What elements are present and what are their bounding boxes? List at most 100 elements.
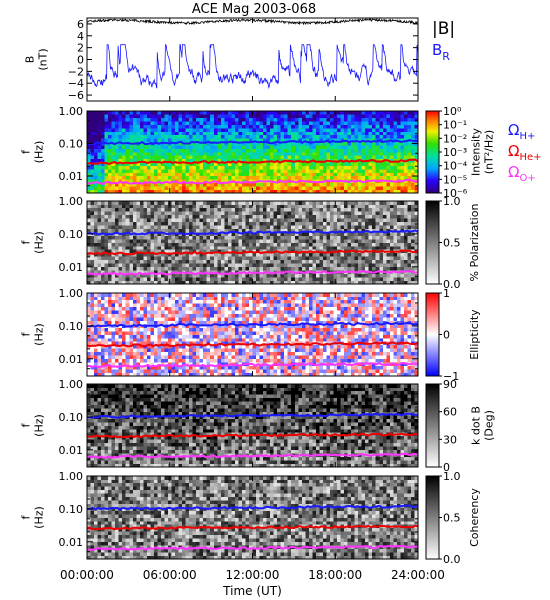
spectro-cell: [139, 252, 144, 257]
spectro-cell: [266, 121, 271, 125]
spectro-cell: [94, 155, 98, 160]
spectro-cell: [108, 280, 112, 285]
spectro-cell: [122, 145, 127, 149]
spectro-cell: [315, 280, 320, 285]
spectro-cell: [284, 273, 289, 278]
spectro-cell: [101, 372, 105, 377]
spectro-cell: [284, 259, 289, 264]
spectro-cell: [157, 256, 162, 261]
spectro-cell: [245, 242, 250, 247]
spectro-cell: [389, 277, 394, 281]
spectro-cell: [101, 337, 105, 342]
spectro-cell: [206, 263, 211, 268]
spectro-cell: [368, 245, 373, 250]
spectro-cell: [284, 256, 289, 261]
spectro-cell: [298, 189, 303, 194]
spectro-cell: [143, 158, 148, 163]
spectro-cell: [287, 121, 292, 125]
spectro-cell: [118, 138, 123, 143]
spectro-cell: [150, 225, 155, 229]
spectro-cell: [111, 211, 116, 216]
spectro-cell: [256, 155, 260, 160]
spectro-cell: [87, 337, 91, 342]
spectro-cell: [122, 334, 127, 339]
spectro-cell: [368, 169, 373, 173]
spectro-cell: [94, 351, 98, 356]
spectro-cell: [403, 221, 408, 226]
spectro-cell: [136, 252, 141, 257]
spectro-cell: [266, 225, 271, 229]
spectro-cell: [192, 235, 197, 240]
spectro-cell: [101, 175, 105, 180]
spectro-cell: [217, 186, 222, 190]
spectro-cell: [171, 221, 176, 226]
spectro-cell: [132, 138, 137, 143]
spectro-cell: [389, 273, 394, 278]
spectro-cell: [358, 165, 362, 170]
spectro-cell: [375, 134, 380, 139]
spectro-cell: [333, 165, 338, 170]
spectro-cell: [164, 172, 169, 177]
spectro-cell: [326, 172, 331, 177]
spectro-cell: [263, 165, 267, 170]
spectro-cell: [90, 263, 95, 268]
spectro-cell: [386, 189, 391, 194]
spectro-cell: [400, 134, 405, 139]
spectro-cell: [164, 138, 169, 143]
spectro-cell: [308, 169, 313, 173]
spectro-cell: [217, 235, 222, 240]
spectro-cell: [365, 121, 369, 125]
spectro-cell: [294, 124, 299, 129]
spectro-cell: [256, 228, 260, 233]
spectro-cell: [115, 266, 119, 271]
spectro-cell: [175, 252, 179, 257]
spectro-cell: [403, 155, 408, 160]
spectro-cell: [241, 204, 246, 209]
spectro-cell: [256, 124, 260, 129]
spectro-cell: [393, 201, 398, 205]
spectro-cell: [97, 270, 102, 274]
spectro-cell: [241, 124, 246, 129]
spectro-cell: [389, 172, 394, 177]
spectro-cell: [315, 145, 320, 149]
spectro-cell: [252, 280, 257, 285]
spectro-cell: [227, 155, 232, 160]
spectro-cell: [347, 273, 352, 278]
spectro-cell: [217, 239, 222, 243]
spectro-cell: [129, 158, 134, 163]
spectro-cell: [206, 214, 211, 219]
spectro-cell: [414, 152, 419, 156]
spectro-cell: [273, 263, 278, 268]
spectro-cell: [94, 310, 98, 315]
spectro-cell: [129, 259, 134, 264]
spectro-cell: [199, 211, 204, 216]
spectro-cell: [382, 148, 387, 153]
spectro-cell: [178, 218, 183, 223]
spectro-cell: [245, 280, 250, 285]
spectro-cell: [291, 235, 296, 240]
spectro-cell: [358, 280, 362, 285]
spectro-cell: [329, 145, 334, 149]
spectro-cell: [206, 201, 211, 205]
spectro-cell: [97, 313, 102, 318]
spectro-cell: [164, 252, 169, 257]
spectro-cell: [94, 259, 98, 264]
spectro-cell: [97, 235, 102, 240]
spectro-cell: [245, 172, 250, 177]
spectro-cell: [333, 239, 338, 243]
spectro-cell: [326, 235, 331, 240]
spectro-cell: [139, 214, 144, 219]
spectro-cell: [182, 138, 186, 143]
spectro-cell: [315, 207, 320, 212]
spectro-cell: [101, 369, 105, 373]
spectro-cell: [410, 114, 415, 119]
spectro-cell: [365, 131, 369, 136]
spectro-cell: [178, 249, 183, 254]
spectro-cell: [379, 277, 384, 281]
spectro-cell: [277, 239, 281, 243]
spectro-cell: [164, 145, 169, 149]
spectro-cell: [344, 214, 348, 219]
spectro-cell: [379, 138, 384, 143]
spectro-cell: [298, 186, 303, 190]
spectro-cell: [393, 182, 398, 187]
